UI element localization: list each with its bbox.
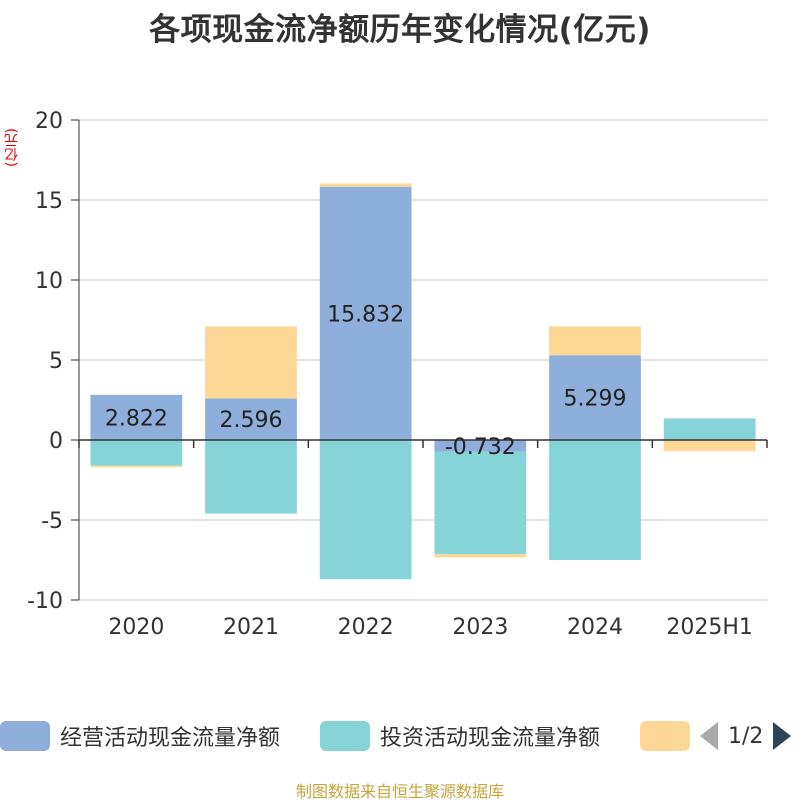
bar-operating-2023: [434, 440, 527, 452]
data-label-2020: 2.822: [105, 406, 168, 431]
bar-chart: -10 -5 0 5 10 15 20 2.822 2.596 15.832 -0.732 5.299…: [27, 109, 768, 640]
y-tick-label: 20: [35, 109, 63, 134]
bar-financing-2020: [90, 465, 183, 468]
legend-swatch-investing: [320, 721, 370, 751]
pager-next-icon[interactable]: [773, 722, 792, 750]
source-note: 制图数据来自恒生聚源数据库: [295, 782, 504, 801]
legend-item-financing[interactable]: [640, 716, 690, 756]
y-tick-label: -5: [41, 509, 63, 534]
y-tick-label: 10: [35, 269, 63, 294]
y-tick-label: -10: [27, 589, 63, 614]
x-tick-label: 2022: [338, 615, 394, 640]
data-label-2021: 2.596: [220, 408, 283, 433]
bar-investing-2020: [90, 440, 183, 466]
chart-title: 各项现金流净额历年变化情况(亿元): [149, 12, 651, 48]
bar-investing-2023: [434, 451, 527, 555]
legend-swatch-operating: [0, 721, 50, 751]
bar-financing-2024: [549, 326, 641, 356]
bar-investing-2025H1: [663, 418, 756, 440]
bar-investing-2024: [549, 440, 641, 560]
bar-financing-2021: [205, 326, 297, 399]
legend-pager: 1/2: [700, 716, 792, 756]
bar-financing-2023: [434, 554, 527, 558]
pager-prev-icon[interactable]: [700, 722, 718, 750]
data-label-2024: 5.299: [564, 387, 627, 412]
bar-operating-2020: [90, 394, 183, 440]
x-tick-label: 2021: [223, 615, 279, 640]
legend: 经营活动现金流量净额 投资活动现金流量净额 1/2: [0, 716, 800, 756]
bar-financing-2025H1: [663, 440, 756, 452]
pager-text: 1/2: [728, 723, 764, 749]
x-tick-label: 2023: [452, 615, 508, 640]
legend-label-investing: 投资活动现金流量净额: [380, 726, 601, 751]
bar-operating-2024: [549, 355, 641, 440]
legend-item-operating[interactable]: 经营活动现金流量净额: [0, 716, 280, 756]
y-tick-label: 15: [35, 189, 63, 214]
bar-operating-2022: [319, 186, 412, 440]
x-tick-label: 2024: [567, 615, 623, 640]
bar-financing-2022: [319, 183, 412, 187]
y-tick-label: 0: [49, 429, 63, 454]
bar-operating-2021: [205, 398, 297, 440]
bar-investing-2022: [319, 440, 412, 580]
x-tick-label: 2020: [108, 615, 164, 640]
legend-label-operating: 经营活动现金流量净额: [60, 726, 281, 751]
data-label-2022: 15.832: [327, 302, 404, 327]
bar-investing-2021: [205, 440, 297, 514]
data-label-2023: -0.732: [445, 435, 516, 460]
legend-swatch-financing: [640, 721, 690, 751]
x-tick-label: 2025H1: [666, 615, 753, 640]
legend-item-investing[interactable]: 投资活动现金流量净额: [320, 716, 600, 756]
y-tick-label: 5: [49, 349, 63, 374]
